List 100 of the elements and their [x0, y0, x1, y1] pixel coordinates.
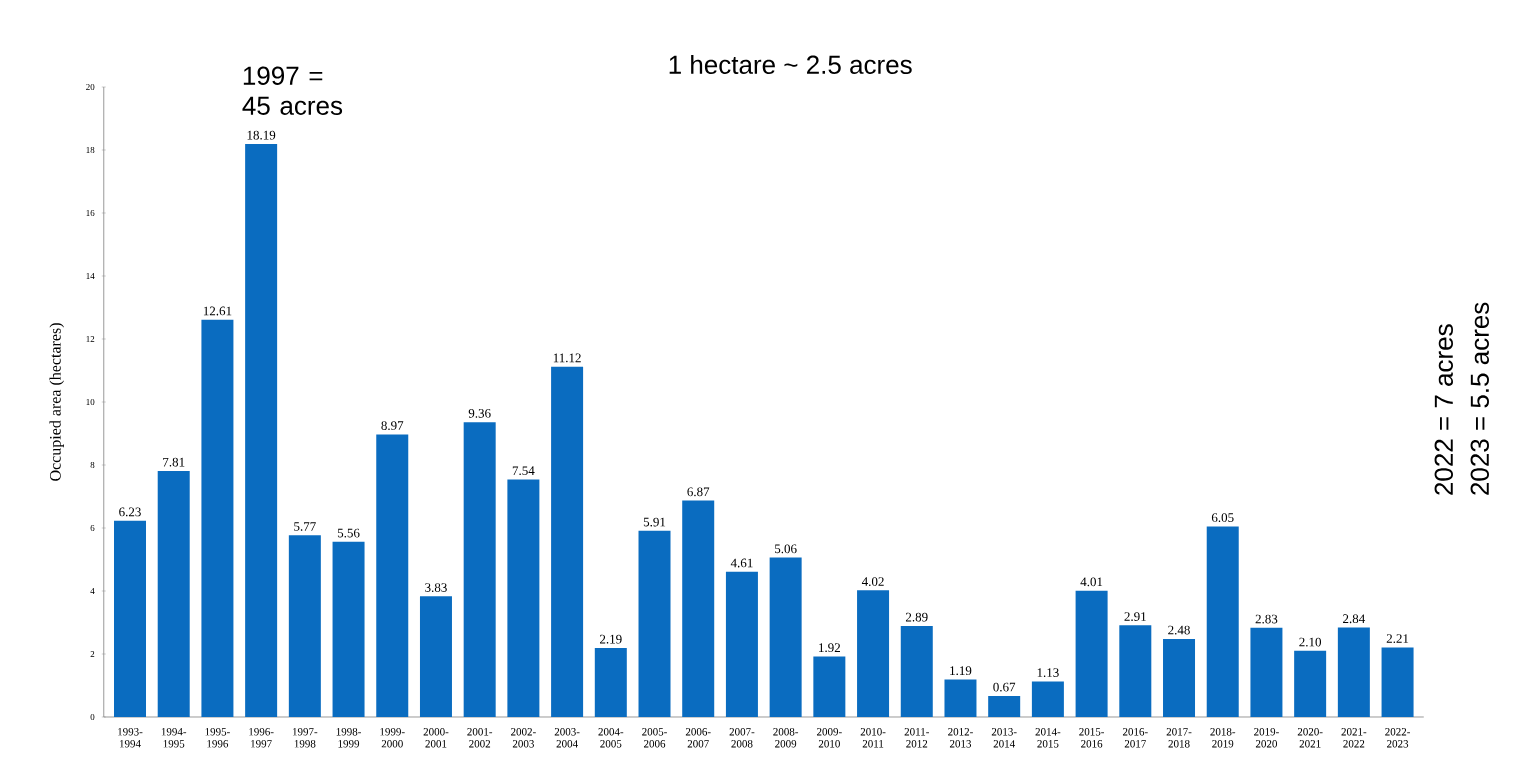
y-tick-label: 10 [86, 398, 95, 406]
bar [900, 625, 933, 717]
bar [419, 596, 452, 717]
bar [1294, 650, 1327, 717]
data-label: 7.54 [512, 466, 535, 476]
bar [114, 520, 147, 717]
x-tick-label: 2004-2005 [598, 728, 624, 748]
bar [988, 695, 1021, 717]
x-tick-label: 1994-1995 [161, 728, 187, 748]
x-tick-label: 2019-2020 [1254, 728, 1279, 748]
data-label: 2.83 [1255, 614, 1278, 624]
bar [1119, 625, 1152, 717]
x-tick-label: 1996-1997 [249, 728, 274, 748]
data-label: 4.61 [730, 558, 753, 568]
bar [332, 541, 365, 717]
bar [551, 366, 584, 717]
x-tick-label: 2000-2001 [423, 728, 449, 748]
data-label: 2.91 [1124, 612, 1146, 621]
y-tick-label: 4 [90, 588, 95, 594]
bar [1250, 627, 1283, 717]
bar [1075, 590, 1108, 717]
data-label: 6.05 [1211, 513, 1234, 523]
x-tick-label: 1995-1996 [205, 728, 230, 748]
bar [813, 656, 846, 717]
bar [507, 479, 540, 717]
bar [1163, 638, 1196, 717]
data-label: 1.92 [819, 643, 840, 653]
bar [682, 500, 715, 717]
y-tick-label: 12 [86, 336, 95, 342]
y-tick-label: 2 [90, 651, 95, 657]
data-label: 2.10 [1299, 637, 1322, 647]
data-label: 7.81 [163, 457, 185, 467]
x-tick-label: 2009-2010 [816, 728, 842, 748]
data-label: 5.06 [775, 544, 797, 554]
data-label: 2.84 [1343, 614, 1366, 624]
text: 1 hectare ~ 2.5 acres [669, 54, 912, 74]
y-axis-title: Occupied area (hectares) [49, 323, 64, 481]
y-tick-label: 14 [86, 273, 95, 279]
data-label: 2.48 [1168, 625, 1190, 635]
data-label: 0.67 [993, 682, 1016, 692]
data-label: 3.83 [425, 583, 447, 592]
x-tick-label: 2010-2011 [860, 728, 886, 748]
x-tick-label: 2013-2014 [991, 728, 1017, 748]
x-tick-label: 2001-2002 [467, 728, 493, 748]
x-tick-label: 2006-2007 [685, 728, 711, 748]
x-tick-label: 2018-2019 [1210, 728, 1236, 748]
x-tick-label: 2014-2015 [1035, 728, 1061, 748]
y-tick-label: 18 [86, 146, 95, 154]
data-label: 9.36 [468, 408, 491, 418]
bar [463, 422, 496, 717]
bar [944, 679, 977, 717]
text: 2023 = 5.5 acres [1470, 302, 1489, 495]
text: 2022 = 7 acres [1434, 324, 1453, 495]
data-label: 18.19 [247, 130, 276, 140]
data-label: 2.89 [905, 612, 928, 622]
data-label: 4.02 [861, 577, 884, 586]
data-label: 1.19 [950, 666, 972, 676]
data-label: 6.23 [119, 507, 141, 517]
x-tick-label: 2008-2009 [773, 728, 799, 748]
data-label: 5.91 [643, 517, 666, 527]
data-label: 8.97 [381, 421, 404, 431]
x-tick-label: 2007-2008 [729, 728, 755, 748]
data-label: 1.13 [1037, 668, 1059, 678]
bar [157, 470, 190, 717]
bar [725, 571, 758, 717]
bar [594, 648, 627, 717]
x-tick-label: 2012-2013 [948, 728, 973, 748]
bar [638, 530, 671, 717]
x-tick-label: 2021-2022 [1341, 728, 1367, 748]
bar [288, 535, 321, 717]
data-label: 2.21 [1386, 634, 1409, 643]
x-tick-label: 1997-1998 [292, 728, 318, 748]
data-label: 6.87 [687, 487, 710, 497]
bar [1206, 526, 1239, 717]
bar [201, 319, 234, 717]
bar [769, 557, 802, 717]
y-tick-label: 6 [90, 524, 95, 532]
x-tick-label: 1999-2000 [380, 728, 405, 748]
x-tick-label: 2002-2003 [511, 728, 536, 748]
data-label: 5.56 [337, 528, 360, 538]
bar [1381, 647, 1414, 717]
bar [857, 590, 890, 717]
data-label: 5.77 [294, 522, 316, 531]
y-tick-label: 0 [90, 713, 95, 721]
x-tick-label: 1998-1999 [336, 728, 361, 748]
x-tick-label: 2017-2018 [1166, 728, 1192, 748]
annotation: 1997 = 45 acres [242, 66, 343, 115]
x-tick-label: 1993-1994 [118, 728, 143, 748]
x-tick-label: 2011-2012 [904, 728, 929, 748]
bar [245, 144, 278, 717]
x-tick-label: 2022-2023 [1385, 728, 1410, 748]
x-tick-label: 2020-2021 [1297, 728, 1323, 748]
x-tick-label: 2016-2017 [1122, 728, 1148, 748]
bar [376, 434, 409, 717]
x-tick-label: 2005-2006 [642, 728, 667, 748]
data-label: 4.01 [1080, 577, 1103, 587]
y-tick-label: 16 [86, 209, 95, 217]
data-label: 12.61 [203, 306, 232, 316]
y-tick-label: 20 [86, 83, 95, 91]
x-tick-label: 2015-2016 [1079, 728, 1105, 748]
